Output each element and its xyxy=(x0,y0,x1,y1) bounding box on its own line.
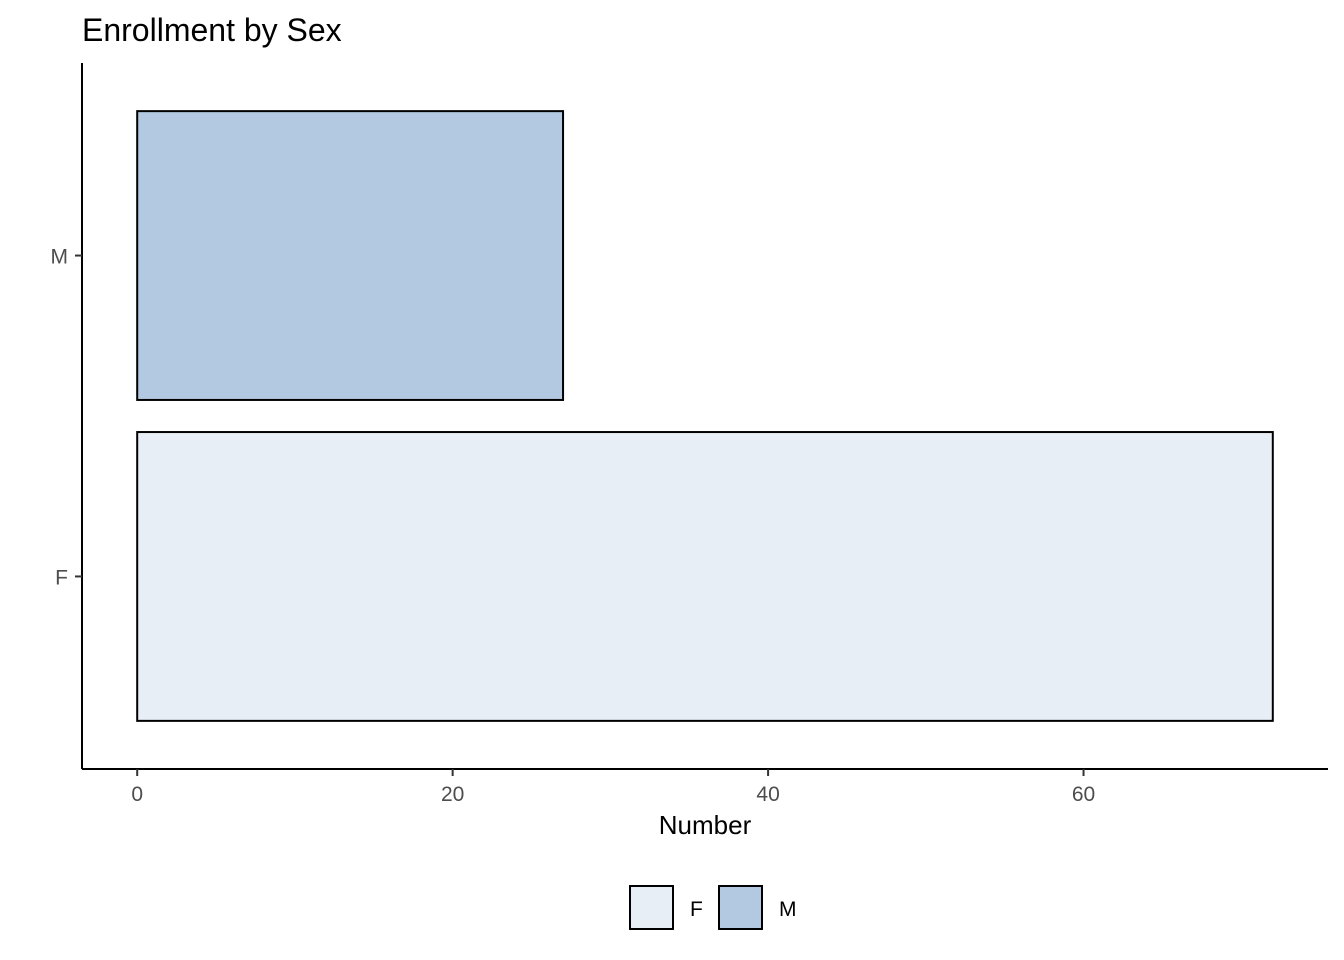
legend-key-m xyxy=(718,885,763,930)
legend-label-m: M xyxy=(779,898,797,921)
legend-label-f: F xyxy=(690,898,703,921)
y-tick-label: M xyxy=(51,246,69,269)
legend-key-f xyxy=(629,885,674,930)
x-axis-title: Number xyxy=(659,810,752,840)
plot-area: 0 20 40 60 F M xyxy=(51,63,1328,806)
x-tick-label: 60 xyxy=(1072,783,1095,806)
y-tick-label: F xyxy=(55,566,68,589)
x-tick-label: 0 xyxy=(131,783,143,806)
bar-m xyxy=(136,110,565,401)
chart-title: Enrollment by Sex xyxy=(82,12,342,48)
bar-f xyxy=(136,431,1274,722)
x-tick-label: 40 xyxy=(756,783,779,806)
x-tick-label: 20 xyxy=(441,783,464,806)
